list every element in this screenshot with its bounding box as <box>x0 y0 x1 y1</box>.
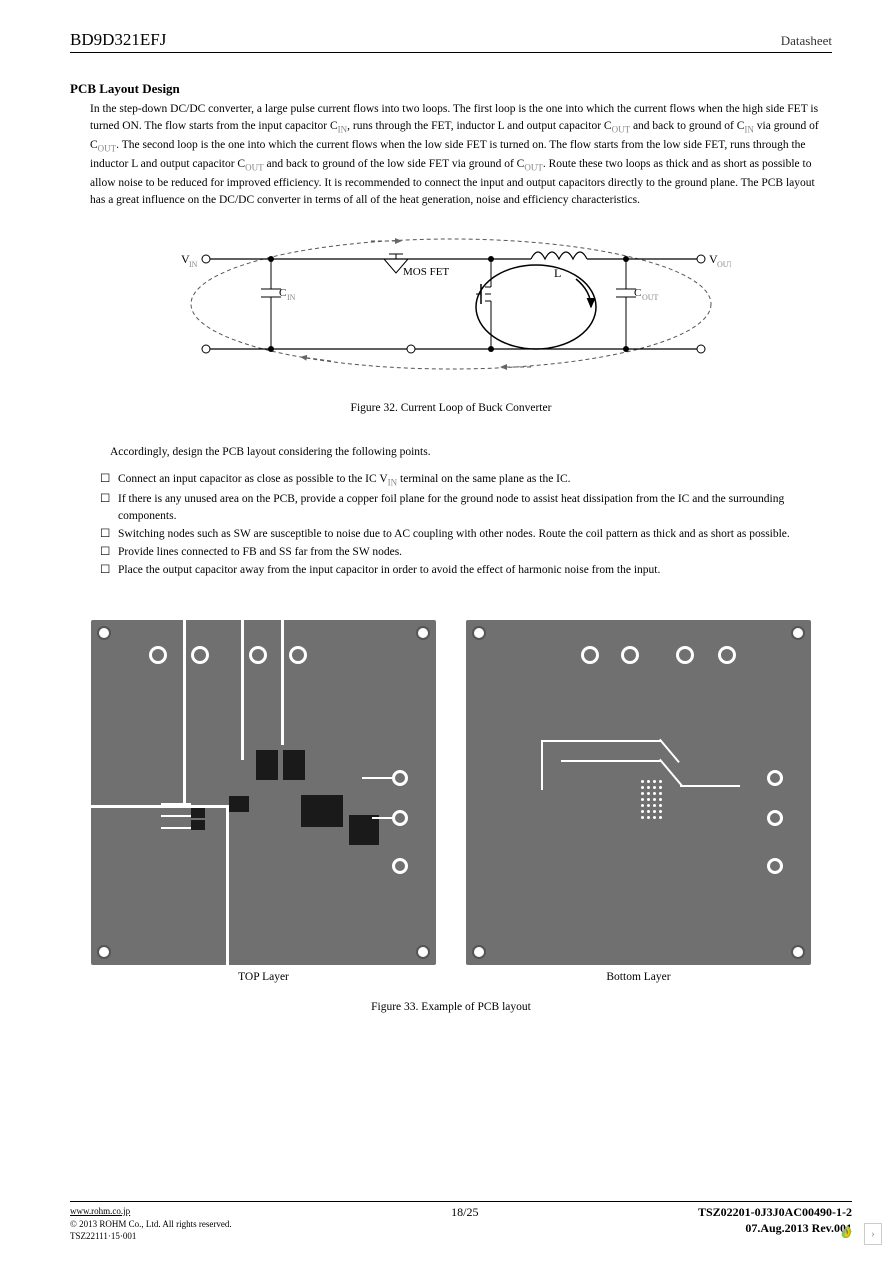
part-number: BD9D321EFJ <box>70 30 166 50</box>
next-page-button[interactable]: › <box>864 1223 882 1245</box>
bottom-layer-label: Bottom Layer <box>466 971 811 983</box>
bullet-icon: ☐ <box>100 526 118 544</box>
page-header: BD9D321EFJ Datasheet <box>70 30 832 53</box>
svg-text:OUT: OUT <box>717 260 731 269</box>
top-layer-label: TOP Layer <box>91 971 436 983</box>
pcb-bottom-layer-image <box>466 620 811 965</box>
list-item: ☐Connect an input capacitor as close as … <box>100 471 832 490</box>
page-footer: www.rohm.co.jp © 2013 ROHM Co., Ltd. All… <box>70 1201 852 1243</box>
footer-tsz: TSZ22111·15·001 <box>70 1231 136 1241</box>
para-seg: and back to ground of the low side FET v… <box>264 158 525 170</box>
svg-text:OUT: OUT <box>642 293 659 302</box>
sub-cout: OUT <box>98 143 117 153</box>
figure-32-caption: Figure 32. Current Loop of Buck Converte… <box>70 402 832 414</box>
circuit-svg: VIN CIN MOS FET <box>171 229 731 389</box>
para-2: Accordingly, design the PCB layout consi… <box>110 444 827 461</box>
svg-text:L: L <box>554 266 561 280</box>
bullet-icon: ☐ <box>100 491 118 509</box>
doc-code: TSZ02201-0J3J0AC00490-1-2 <box>698 1205 852 1219</box>
pager: › <box>836 1223 882 1245</box>
sub-cout: OUT <box>245 162 264 172</box>
sub-cout: OUT <box>612 125 631 135</box>
mosfet-label: MOS FET <box>403 266 449 278</box>
bullet-icon: ☐ <box>100 471 118 489</box>
bullet-icon: ☐ <box>100 562 118 580</box>
figure-33-caption: Figure 33. Example of PCB layout <box>70 1001 832 1013</box>
sub-cin: IN <box>338 125 348 135</box>
svg-text:IN: IN <box>189 260 198 269</box>
list-item: ☐Provide lines connected to FB and SS fa… <box>100 544 832 562</box>
para-seg: and back to ground of C <box>630 120 744 132</box>
bullet-icon: ☐ <box>100 544 118 562</box>
sub-cin: IN <box>744 125 754 135</box>
svg-text:C: C <box>634 287 641 299</box>
footer-url: www.rohm.co.jp <box>70 1206 130 1216</box>
page-number: 18/25 <box>451 1205 478 1220</box>
list-item: ☐Place the output capacitor away from th… <box>100 562 832 580</box>
logo-icon <box>836 1223 858 1245</box>
pcb-figure-row: TOP Layer <box>70 620 832 983</box>
section-title: PCB Layout Design <box>70 81 832 97</box>
sub-cout: OUT <box>524 162 543 172</box>
circuit-figure: VIN CIN MOS FET <box>171 229 731 394</box>
svg-text:C: C <box>279 287 286 299</box>
list-item: ☐Switching nodes such as SW are suscepti… <box>100 526 832 544</box>
bullet-list: ☐Connect an input capacitor as close as … <box>100 471 832 579</box>
bullet-seg: Connect an input capacitor as close as p… <box>118 473 388 485</box>
svg-text:IN: IN <box>287 293 296 302</box>
doc-type: Datasheet <box>781 33 832 49</box>
para-seg: , runs through the FET, inductor L and o… <box>347 120 611 132</box>
list-item: ☐If there is any unused area on the PCB,… <box>100 491 832 527</box>
pcb-description-paragraph: In the step-down DC/DC converter, a larg… <box>90 101 827 209</box>
pcb-top-layer-image <box>91 620 436 965</box>
footer-copyright: © 2013 ROHM Co., Ltd. All rights reserve… <box>70 1219 232 1229</box>
